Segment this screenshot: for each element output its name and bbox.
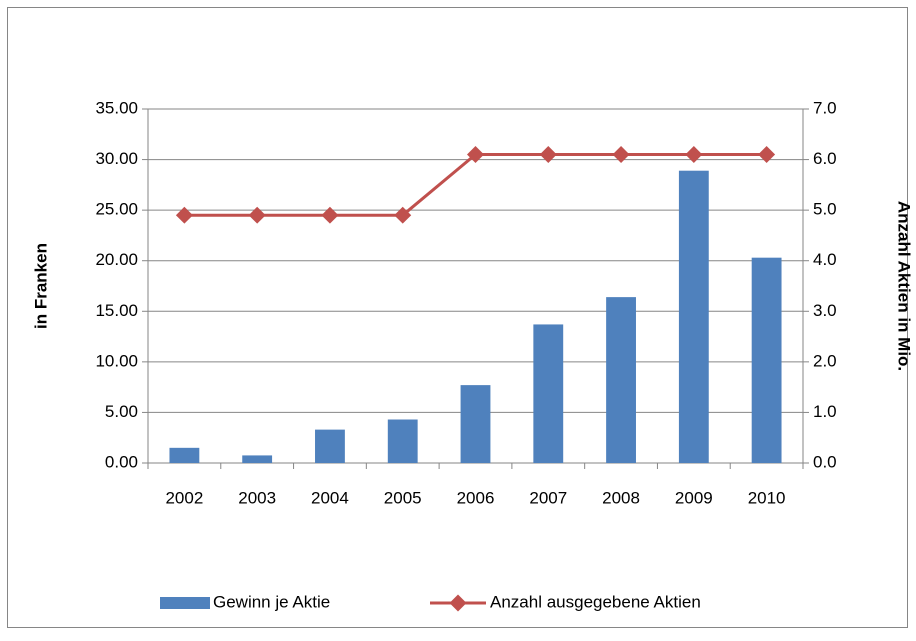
x-tick-label: 2007 (529, 488, 567, 507)
marker (467, 146, 484, 163)
x-tick-label: 2005 (384, 488, 422, 507)
y2-tick-label: 7.0 (813, 98, 837, 117)
marker (685, 146, 703, 163)
bar (169, 447, 200, 463)
y2-tick-label: 5.0 (813, 200, 837, 219)
x-tick-label: 2003 (238, 488, 276, 507)
bar (751, 257, 782, 463)
x-tick-label: 2008 (602, 488, 640, 507)
bar (387, 419, 418, 463)
y-tick-label: 0.00 (105, 452, 138, 471)
y2-tick-label: 6.0 (813, 149, 837, 168)
x-tick-label: 2010 (748, 488, 786, 507)
x-tick-label: 2006 (457, 488, 495, 507)
marker (321, 206, 339, 224)
legend-label: Anzahl ausgegebene Aktien (490, 592, 701, 611)
y-tick-label: 5.00 (105, 402, 138, 421)
y-tick-label: 10.00 (95, 351, 138, 370)
marker (248, 206, 266, 224)
y2-tick-label: 2.0 (813, 351, 837, 370)
legend-swatch (160, 597, 210, 609)
marker (175, 206, 193, 224)
y-tick-label: 20.00 (95, 250, 138, 269)
marker (394, 206, 412, 224)
y2-tick-label: 0.0 (813, 452, 837, 471)
x-tick-label: 2009 (675, 488, 713, 507)
bar (533, 324, 564, 463)
legend-label: Gewinn je Aktie (213, 592, 330, 611)
marker (539, 146, 557, 163)
y2-tick-label: 4.0 (813, 250, 837, 269)
x-tick-label: 2002 (165, 488, 203, 507)
bar (242, 455, 273, 463)
legend-marker (449, 594, 467, 612)
marker (612, 146, 630, 163)
y-tick-label: 35.00 (95, 98, 138, 117)
y-tick-label: 15.00 (95, 301, 138, 320)
y-tick-label: 30.00 (95, 149, 138, 168)
y2-tick-label: 3.0 (813, 301, 837, 320)
marker (758, 146, 776, 163)
y-axis-label: in Franken (31, 243, 50, 329)
x-tick-label: 2004 (311, 488, 349, 507)
bar (606, 297, 636, 463)
y2-axis-label: Anzahl Aktien in Mio. (895, 201, 914, 371)
bar (460, 385, 491, 463)
bar (678, 170, 709, 463)
y2-tick-label: 1.0 (813, 402, 837, 421)
y-tick-label: 25.00 (95, 200, 138, 219)
bar (315, 429, 345, 463)
